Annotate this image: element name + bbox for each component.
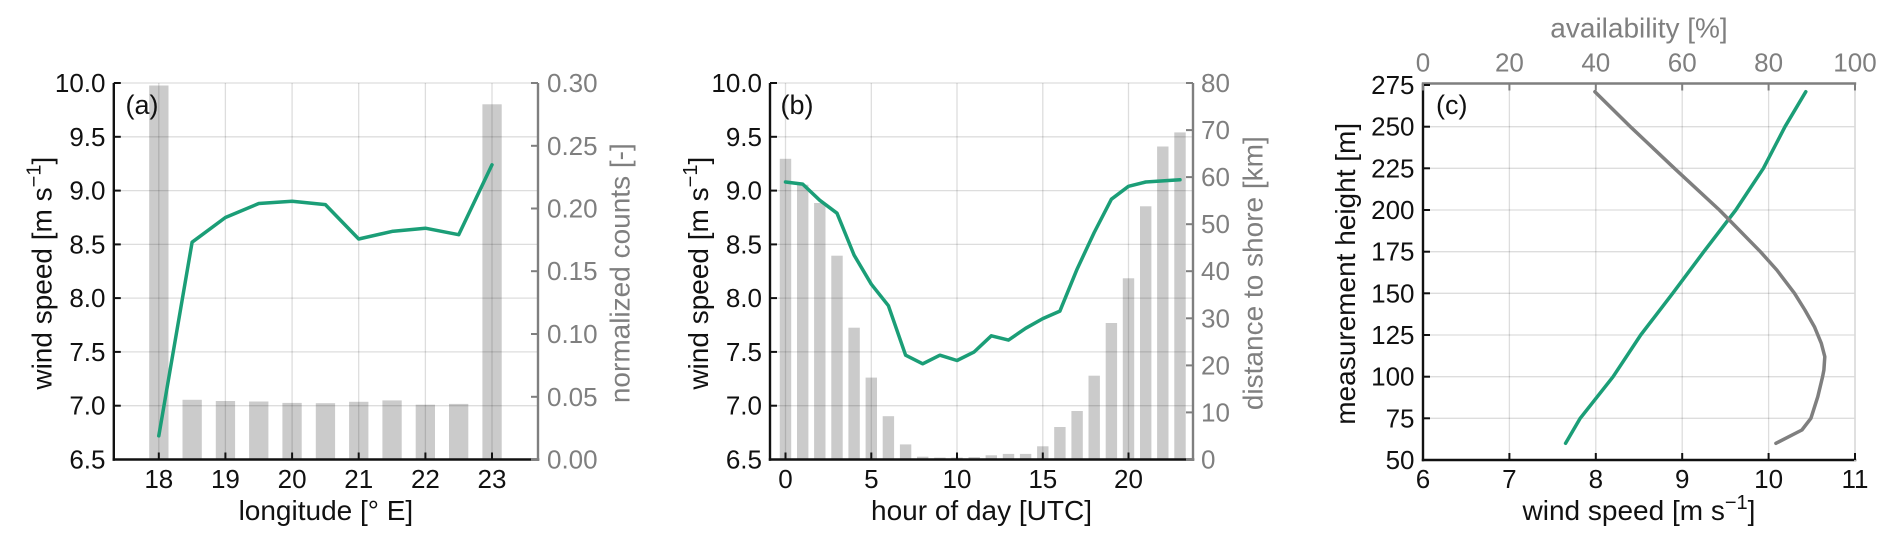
svg-text:20: 20: [1114, 464, 1143, 494]
svg-text:30: 30: [1201, 303, 1230, 333]
svg-text:175: 175: [1371, 237, 1414, 267]
svg-text:0.00: 0.00: [547, 445, 598, 475]
svg-text:6: 6: [1416, 464, 1430, 494]
svg-text:150: 150: [1371, 278, 1414, 308]
svg-text:60: 60: [1201, 162, 1230, 192]
svg-text:wind speed [m s−1]: wind speed [m s−1]: [680, 157, 714, 391]
svg-text:50: 50: [1201, 209, 1230, 239]
svg-text:0: 0: [1201, 445, 1215, 475]
svg-text:7.0: 7.0: [69, 391, 105, 421]
svg-text:100: 100: [1371, 362, 1414, 392]
svg-text:(c): (c): [1436, 90, 1467, 120]
svg-text:6.5: 6.5: [69, 445, 105, 475]
svg-text:10: 10: [1754, 464, 1783, 494]
svg-text:7: 7: [1502, 464, 1516, 494]
svg-text:125: 125: [1371, 320, 1414, 350]
svg-text:8: 8: [1589, 464, 1603, 494]
svg-text:80: 80: [1754, 48, 1783, 78]
svg-text:0.20: 0.20: [547, 194, 598, 224]
svg-text:6.5: 6.5: [726, 445, 762, 475]
svg-text:40: 40: [1201, 256, 1230, 286]
svg-text:wind speed [m s−1]: wind speed [m s−1]: [1522, 492, 1756, 526]
svg-text:250: 250: [1371, 112, 1414, 142]
svg-text:20: 20: [278, 464, 307, 494]
svg-text:9: 9: [1675, 464, 1689, 494]
svg-text:15: 15: [1028, 464, 1057, 494]
svg-text:0: 0: [778, 464, 792, 494]
svg-text:10: 10: [943, 464, 972, 494]
svg-text:9.0: 9.0: [69, 176, 105, 206]
svg-text:275: 275: [1371, 70, 1414, 100]
svg-text:75: 75: [1386, 403, 1415, 433]
svg-text:10.0: 10.0: [711, 68, 762, 98]
svg-text:0.10: 0.10: [547, 319, 598, 349]
svg-text:200: 200: [1371, 195, 1414, 225]
svg-text:0: 0: [1416, 48, 1430, 78]
svg-text:normalized counts [-]: normalized counts [-]: [605, 143, 636, 403]
svg-text:8.0: 8.0: [69, 283, 105, 313]
svg-text:longitude [° E]: longitude [° E]: [239, 495, 414, 526]
svg-text:(a): (a): [126, 90, 159, 120]
svg-text:9.5: 9.5: [726, 122, 762, 152]
svg-text:0.15: 0.15: [547, 256, 598, 286]
svg-text:10: 10: [1201, 397, 1230, 427]
svg-text:8.0: 8.0: [726, 283, 762, 313]
svg-text:5: 5: [864, 464, 878, 494]
svg-text:0.25: 0.25: [547, 131, 598, 161]
svg-text:measurement height [m]: measurement height [m]: [1330, 123, 1361, 425]
svg-text:7.5: 7.5: [726, 337, 762, 367]
svg-text:21: 21: [344, 464, 373, 494]
svg-text:7.0: 7.0: [726, 391, 762, 421]
svg-text:19: 19: [211, 464, 240, 494]
svg-text:(b): (b): [781, 90, 814, 120]
svg-text:10.0: 10.0: [55, 68, 106, 98]
svg-text:22: 22: [411, 464, 440, 494]
svg-text:40: 40: [1581, 48, 1610, 78]
svg-text:80: 80: [1201, 68, 1230, 98]
svg-text:7.5: 7.5: [69, 337, 105, 367]
svg-text:60: 60: [1668, 48, 1697, 78]
svg-text:8.5: 8.5: [69, 229, 105, 259]
svg-text:225: 225: [1371, 153, 1414, 183]
svg-text:20: 20: [1201, 350, 1230, 380]
svg-text:70: 70: [1201, 115, 1230, 145]
svg-text:18: 18: [144, 464, 173, 494]
svg-text:11: 11: [1842, 464, 1869, 494]
svg-text:0.30: 0.30: [547, 68, 598, 98]
svg-text:0.05: 0.05: [547, 382, 598, 412]
svg-text:9.0: 9.0: [726, 176, 762, 206]
svg-text:23: 23: [478, 464, 507, 494]
svg-text:hour of day [UTC]: hour of day [UTC]: [871, 495, 1092, 526]
svg-text:wind speed [m s−1]: wind speed [m s−1]: [24, 157, 58, 391]
svg-text:8.5: 8.5: [726, 229, 762, 259]
svg-text:distance to shore [km]: distance to shore [km]: [1238, 136, 1269, 410]
svg-text:availability [%]: availability [%]: [1550, 13, 1727, 44]
svg-text:20: 20: [1495, 48, 1524, 78]
svg-text:100: 100: [1833, 48, 1876, 78]
svg-text:9.5: 9.5: [69, 122, 105, 152]
svg-text:50: 50: [1386, 445, 1415, 475]
